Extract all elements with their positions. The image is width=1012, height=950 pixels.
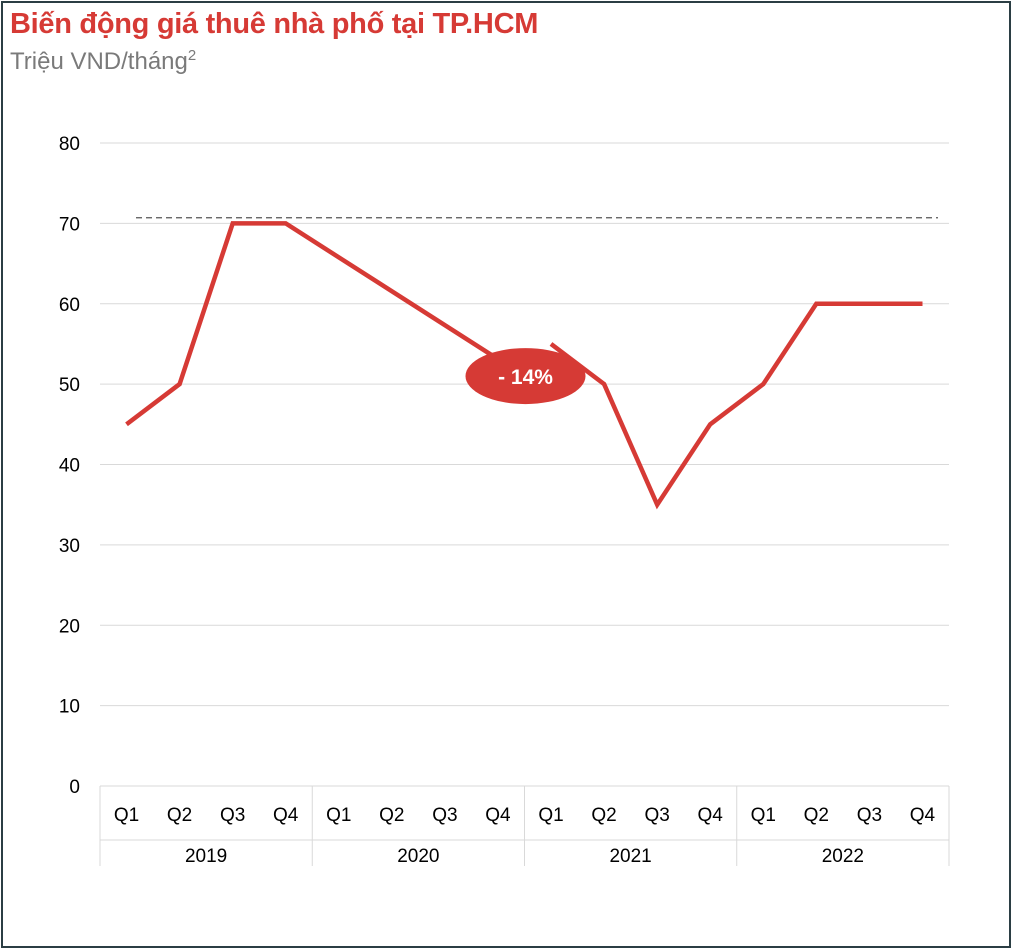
y-tick-label: 60 bbox=[59, 295, 80, 316]
x-quarter-label: Q3 bbox=[857, 805, 882, 826]
chart-title: Biến động giá thuê nhà phố tại TP.HCM bbox=[10, 8, 539, 40]
x-quarter-label: Q2 bbox=[167, 805, 192, 826]
y-tick-label: 10 bbox=[59, 697, 80, 718]
subtitle-unit: Triệu VND/tháng bbox=[10, 48, 188, 75]
series-line-part2 bbox=[549, 301, 923, 510]
x-quarter-label: Q2 bbox=[591, 805, 616, 826]
x-quarter-label: Q3 bbox=[644, 805, 669, 826]
x-quarter-label: Q2 bbox=[379, 805, 404, 826]
y-tick-label: 80 bbox=[59, 134, 80, 155]
chart-subtitle: Triệu VND/tháng2 bbox=[10, 47, 196, 76]
x-quarter-label: Q4 bbox=[910, 805, 936, 826]
x-quarter-label: Q4 bbox=[273, 805, 299, 826]
x-quarter-label: Q1 bbox=[326, 805, 351, 826]
x-year-label: 2020 bbox=[397, 846, 439, 867]
annotation-label: - 14% bbox=[498, 366, 553, 389]
subtitle-superscript: 2 bbox=[187, 47, 197, 64]
y-tick-label: 30 bbox=[59, 536, 80, 557]
x-quarter-label: Q1 bbox=[114, 805, 139, 826]
annotation-badge bbox=[465, 348, 586, 405]
y-tick-label: 70 bbox=[59, 214, 80, 235]
x-quarter-labels: Q1 Q2 Q3 Q4 Q1 Q2 Q3 Q4 Q1 Q2 Q3 Q4 Q1 Q2 Q3 Q4 bbox=[114, 805, 936, 826]
gridlines bbox=[100, 142, 949, 707]
y-tick-labels: 0 10 20 30 40 50 60 70 80 bbox=[59, 134, 80, 798]
x-year-labels: 2019 2020 2021 2022 bbox=[185, 846, 864, 867]
x-year-label: 2022 bbox=[822, 846, 864, 867]
x-quarter-label: Q3 bbox=[432, 805, 457, 826]
x-axis-table bbox=[99, 785, 950, 866]
y-tick-label: 20 bbox=[59, 616, 80, 637]
x-quarter-label: Q4 bbox=[485, 805, 511, 826]
series-line-part1 bbox=[125, 221, 526, 427]
y-tick-label: 50 bbox=[59, 375, 80, 396]
y-tick-label: 40 bbox=[59, 456, 80, 477]
x-quarter-label: Q1 bbox=[751, 805, 776, 826]
y-tick-label: 0 bbox=[69, 777, 80, 798]
x-quarter-label: Q2 bbox=[804, 805, 829, 826]
x-year-label: 2021 bbox=[609, 846, 651, 867]
x-quarter-label: Q1 bbox=[538, 805, 563, 826]
x-year-label: 2019 bbox=[185, 846, 227, 867]
data-series bbox=[125, 221, 923, 510]
x-quarter-label: Q4 bbox=[698, 805, 724, 826]
annotations: - 14% bbox=[465, 348, 586, 405]
x-quarter-label: Q3 bbox=[220, 805, 245, 826]
